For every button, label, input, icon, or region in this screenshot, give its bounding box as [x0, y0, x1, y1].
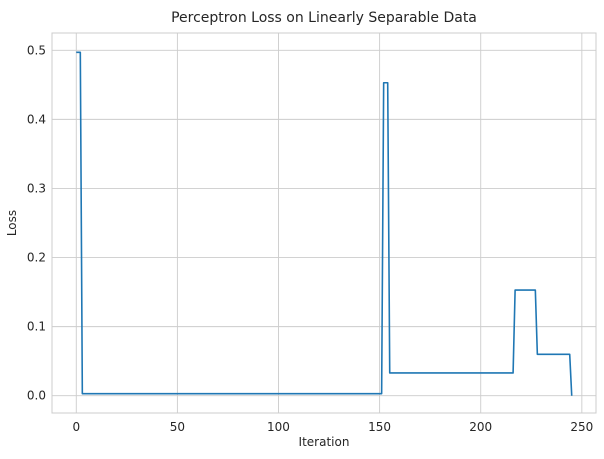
y-tick-label: 0.5 [27, 43, 46, 57]
series-layer [76, 51, 573, 396]
y-tick-label: 0.0 [27, 389, 46, 403]
x-tick-label: 50 [170, 420, 185, 434]
y-axis-label: Loss [5, 210, 19, 236]
y-tick-label: 0.3 [27, 181, 46, 195]
x-tick-label: 250 [570, 420, 593, 434]
y-tick-label: 0.4 [27, 112, 46, 126]
tick-labels: 0 50 100 150 200 250 0.0 0.1 0.2 0.3 0.4 0.5 [27, 43, 593, 434]
grid [52, 33, 596, 413]
y-tick-label: 0.2 [27, 251, 46, 265]
x-tick-label: 0 [72, 420, 80, 434]
x-tick-label: 150 [368, 420, 391, 434]
loss-series-line [76, 51, 573, 396]
x-axis-label: Iteration [299, 435, 350, 449]
chart-title: Perceptron Loss on Linearly Separable Da… [171, 10, 477, 26]
x-tick-label: 100 [267, 420, 290, 434]
y-tick-label: 0.1 [27, 320, 46, 334]
plot-area-frame [51, 32, 597, 414]
x-tick-label: 200 [469, 420, 492, 434]
